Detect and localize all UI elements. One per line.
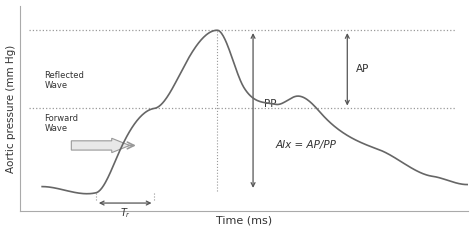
Text: Reflected
Wave: Reflected Wave bbox=[45, 70, 84, 90]
Text: $T_r$: $T_r$ bbox=[119, 206, 131, 220]
Text: AP: AP bbox=[356, 64, 370, 74]
Text: Forward
Wave: Forward Wave bbox=[45, 114, 78, 133]
Y-axis label: Aortic pressure (mm Hg): Aortic pressure (mm Hg) bbox=[6, 44, 16, 173]
FancyArrow shape bbox=[71, 138, 130, 153]
Text: PP: PP bbox=[264, 99, 277, 109]
X-axis label: Time (ms): Time (ms) bbox=[216, 216, 272, 225]
Text: AIx = AP/PP: AIx = AP/PP bbox=[275, 140, 337, 150]
